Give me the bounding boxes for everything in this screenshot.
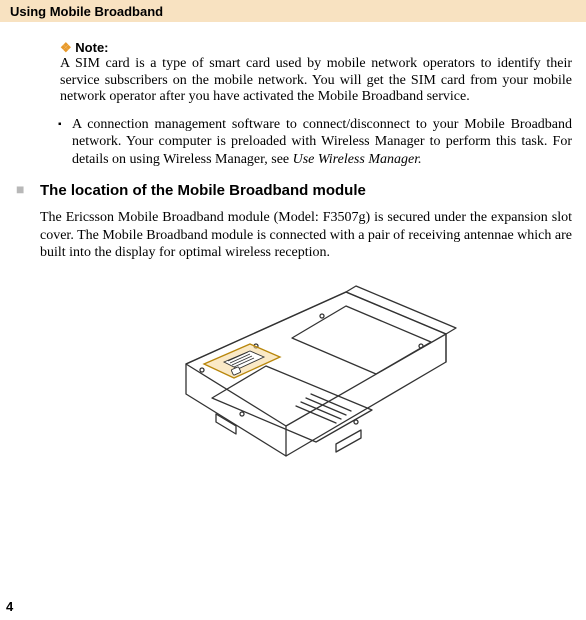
note-block: Note: A SIM card is a type of smart card…	[60, 40, 572, 106]
bullet-marker: ▪	[58, 116, 72, 169]
bullet-item: ▪ A connection management software to co…	[58, 116, 572, 169]
note-label: Note:	[60, 40, 572, 56]
section-marker: ■	[16, 183, 40, 199]
header-title: Using Mobile Broadband	[10, 4, 163, 19]
page-header: Using Mobile Broadband	[0, 0, 586, 22]
note-body: A SIM card is a type of smart card used …	[60, 56, 572, 106]
section-title: The location of the Mobile Broadband mod…	[40, 182, 366, 199]
section-heading: ■ The location of the Mobile Broadband m…	[16, 182, 572, 199]
page-content: Note: A SIM card is a type of smart card…	[0, 22, 586, 489]
section-body: The Ericsson Mobile Broadband module (Mo…	[40, 209, 572, 262]
laptop-bottom-illustration	[146, 274, 466, 484]
page-number: 4	[6, 599, 13, 614]
bullet-body: A connection management software to conn…	[72, 116, 572, 169]
laptop-figure	[40, 274, 572, 489]
bullet-text-italic: Use Wireless Manager.	[293, 152, 422, 167]
